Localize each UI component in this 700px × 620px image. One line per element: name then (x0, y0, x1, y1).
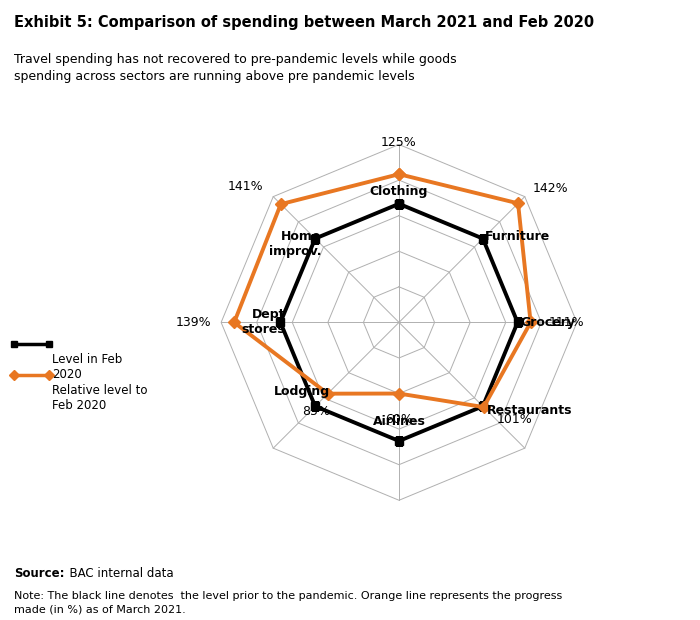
Text: Grocery: Grocery (520, 316, 575, 329)
Text: 111%: 111% (548, 316, 584, 329)
Text: Home
improv.: Home improv. (269, 231, 321, 259)
Text: Furniture: Furniture (484, 231, 550, 244)
Text: 142%: 142% (533, 182, 569, 195)
Text: Travel spending has not recovered to pre-pandemic levels while goods
spending ac: Travel spending has not recovered to pre… (14, 53, 456, 83)
Text: Source:: Source: (14, 567, 64, 580)
Text: Airlines: Airlines (372, 415, 426, 428)
Text: Clothing: Clothing (370, 185, 428, 198)
Text: 125%: 125% (381, 136, 417, 149)
Text: Restaurants: Restaurants (487, 404, 573, 417)
Text: Relative level to
Feb 2020: Relative level to Feb 2020 (52, 384, 148, 412)
Text: Lodging: Lodging (274, 385, 330, 398)
Text: 85%: 85% (302, 405, 330, 418)
Text: Level in Feb
2020: Level in Feb 2020 (52, 353, 122, 381)
Text: Dept
stores: Dept stores (241, 308, 285, 337)
Text: 101%: 101% (496, 413, 532, 426)
Text: 141%: 141% (228, 180, 263, 193)
Text: Exhibit 5: Comparison of spending between March 2021 and Feb 2020: Exhibit 5: Comparison of spending betwee… (14, 16, 594, 30)
Text: Note: The black line denotes  the level prior to the pandemic. Orange line repre: Note: The black line denotes the level p… (14, 591, 562, 614)
Text: BAC internal data: BAC internal data (62, 567, 173, 580)
Text: 139%: 139% (176, 316, 211, 329)
Text: 60%: 60% (385, 413, 413, 426)
